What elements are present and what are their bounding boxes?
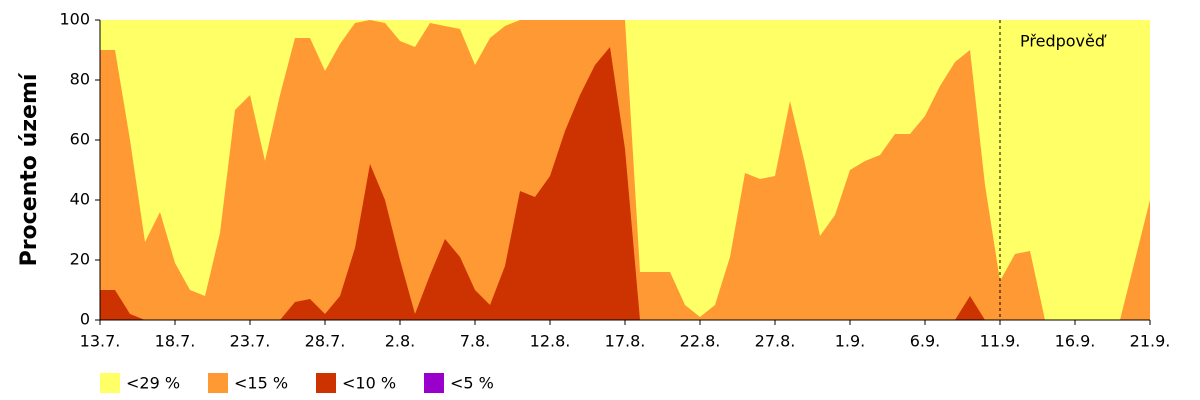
legend-label: <5 % bbox=[450, 374, 494, 393]
legend-label: <15 % bbox=[234, 374, 288, 393]
legend-label: <10 % bbox=[342, 374, 396, 393]
y-tick-label: 40 bbox=[70, 190, 90, 209]
y-tick-label: 20 bbox=[70, 250, 90, 269]
x-tick-label: 7.8. bbox=[460, 332, 491, 351]
x-tick-label: 21.9. bbox=[1130, 332, 1171, 351]
legend-label: <29 % bbox=[126, 374, 180, 393]
x-tick-label: 23.7. bbox=[230, 332, 271, 351]
x-tick-label: 18.7. bbox=[155, 332, 196, 351]
y-tick-label: 80 bbox=[70, 70, 90, 89]
y-axis-label: Procento území bbox=[17, 72, 42, 266]
legend-swatch bbox=[100, 373, 120, 393]
x-tick-label: 13.7. bbox=[80, 332, 121, 351]
x-tick-label: 17.8. bbox=[605, 332, 646, 351]
x-tick-label: 27.8. bbox=[755, 332, 796, 351]
y-tick-label: 100 bbox=[59, 10, 90, 29]
x-tick-label: 6.9. bbox=[910, 332, 941, 351]
legend-swatch bbox=[316, 373, 336, 393]
x-tick-label: 11.9. bbox=[980, 332, 1021, 351]
x-tick-label: 2.8. bbox=[385, 332, 416, 351]
y-tick-label: 60 bbox=[70, 130, 90, 149]
area bbox=[100, 47, 1150, 320]
legend-swatch bbox=[208, 373, 228, 393]
annotation: Předpověď bbox=[1020, 32, 1107, 51]
x-tick-label: 1.9. bbox=[835, 332, 866, 351]
x-tick-label: 22.8. bbox=[680, 332, 721, 351]
x-tick-label: 28.7. bbox=[305, 332, 346, 351]
y-tick-label: 0 bbox=[80, 310, 90, 329]
x-tick-label: 16.9. bbox=[1055, 332, 1096, 351]
legend-swatch bbox=[424, 373, 444, 393]
x-tick-label: 12.8. bbox=[530, 332, 571, 351]
